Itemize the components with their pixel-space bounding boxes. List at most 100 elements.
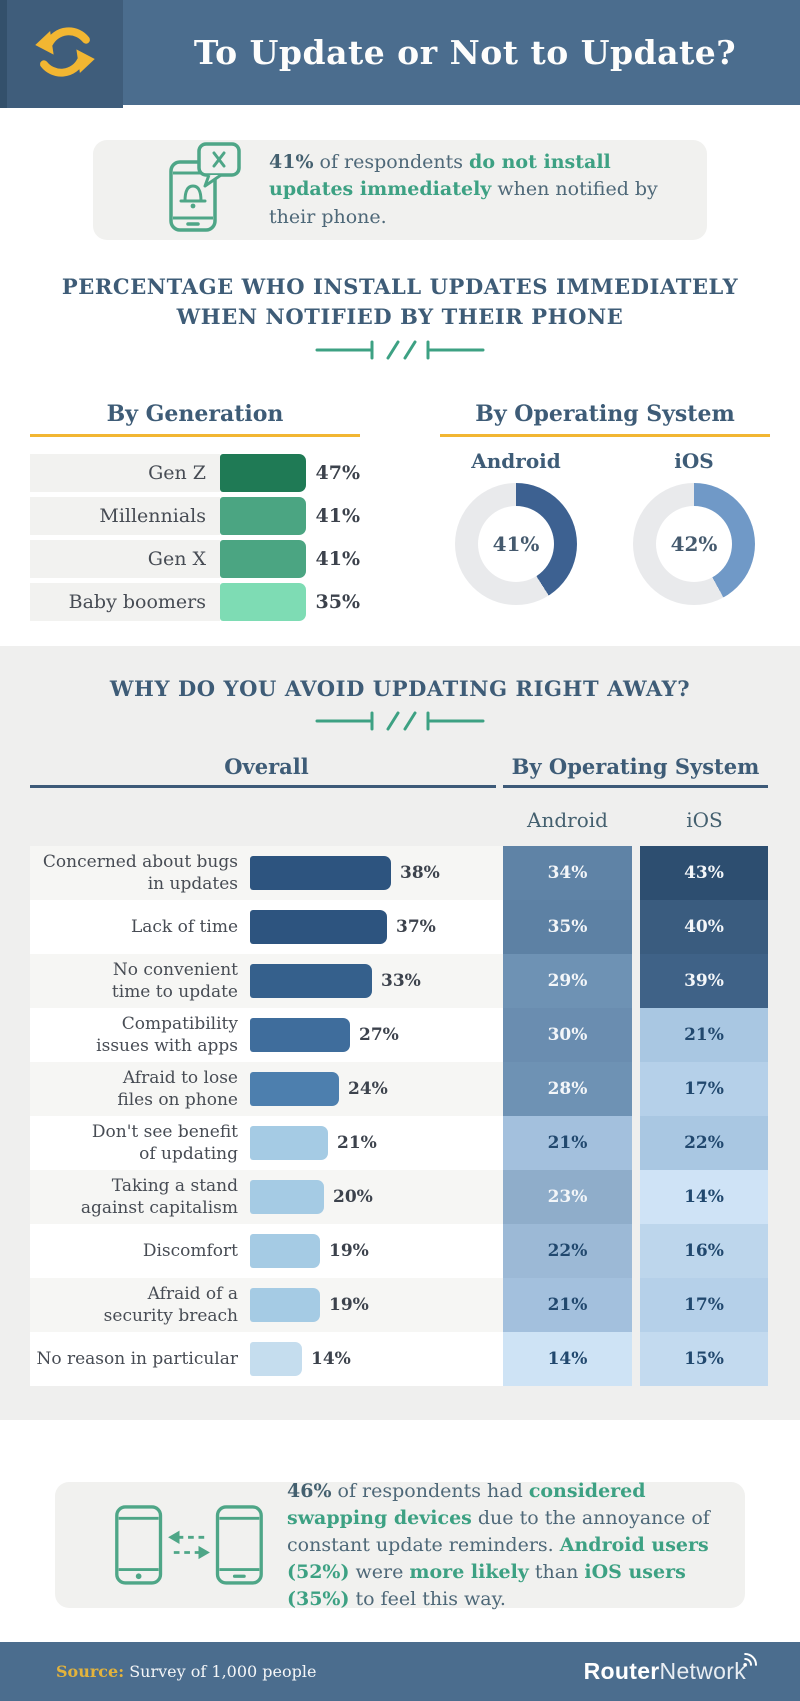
- reasons-table: Concerned about bugs in updates 38% 34% …: [30, 846, 770, 1387]
- android-cell: 29%: [503, 954, 632, 1009]
- generation-label: Millennials: [30, 496, 220, 535]
- overall-value: 19%: [329, 1295, 369, 1316]
- green-divider-icon: [315, 711, 485, 731]
- table-row: No convenient time to update 33% 29% 39%: [30, 954, 770, 1009]
- generation-value: 47%: [315, 461, 361, 484]
- header-edge-strip: [0, 0, 7, 108]
- android-cell: 35%: [503, 900, 632, 955]
- overall-bar: [250, 1234, 320, 1269]
- reason-label: Discomfort: [142, 1241, 238, 1262]
- table-row: Lack of time 37% 35% 40%: [30, 900, 770, 955]
- generation-row: Gen Z 47%: [30, 453, 361, 492]
- reason-label: Compatibility issues with apps: [96, 1014, 238, 1057]
- overall-value: 24%: [348, 1079, 388, 1100]
- logo-light-text: Network: [659, 1658, 746, 1685]
- overall-bar: [250, 1072, 339, 1107]
- reason-label: No reason in particular: [36, 1349, 238, 1370]
- wifi-signal-icon: [743, 1653, 757, 1667]
- generation-label: Gen Z: [30, 453, 220, 492]
- android-cell: 21%: [503, 1116, 632, 1171]
- android-cell: 21%: [503, 1278, 632, 1333]
- donut-hole: 41%: [478, 505, 554, 582]
- stat-callout-top-text: 41% of respondents do not install update…: [269, 150, 658, 228]
- ios-cell: 17%: [640, 1062, 768, 1117]
- generation-value: 35%: [315, 590, 361, 613]
- android-cell: 34%: [503, 846, 632, 901]
- generation-row: Baby boomers 35%: [30, 582, 361, 621]
- yellow-rule: [440, 433, 770, 437]
- reason-label: Don't see benefit of updating: [91, 1122, 238, 1165]
- section-title: PERCENTAGE WHO INSTALL UPDATES IMMEDIATE…: [61, 274, 739, 330]
- source-text: Survey of 1,000 people: [124, 1662, 317, 1682]
- by-generation-heading: By Generation: [106, 400, 284, 427]
- page-title: To Update or Not to Update?: [193, 33, 737, 72]
- overall-value: 37%: [396, 917, 436, 938]
- overall-bar: [250, 856, 391, 891]
- android-cell: 22%: [503, 1224, 632, 1279]
- table-row: Discomfort 19% 22% 16%: [30, 1224, 770, 1279]
- stat-callout-bottom: 46% of respondents had considered swappi…: [55, 1480, 745, 1610]
- green-divider-icon: [315, 340, 485, 360]
- ios-donut-block: iOS 42%: [624, 437, 764, 605]
- table-row: Afraid of a security breach 19% 21% 17%: [30, 1278, 770, 1333]
- generation-bar: [220, 582, 306, 621]
- android-column-heading: Android: [527, 808, 608, 833]
- table-row: Taking a stand against capitalism 20% 23…: [30, 1170, 770, 1225]
- by-os-chart: By Operating System Android 41% iOS: [440, 401, 770, 626]
- ios-cell: 21%: [640, 1008, 768, 1063]
- ios-cell: 15%: [640, 1332, 768, 1387]
- generation-bars: Gen Z 47% Millennials 41% Gen X 41%: [30, 453, 361, 621]
- android-donut-block: Android 41%: [446, 437, 586, 605]
- android-cell: 14%: [503, 1332, 632, 1387]
- header-icon-tile: [7, 0, 123, 108]
- ios-label: iOS: [674, 448, 714, 473]
- ios-cell: 16%: [640, 1224, 768, 1279]
- source-note: Source: Survey of 1,000 people: [56, 1662, 316, 1681]
- reason-label: Afraid to lose files on phone: [117, 1068, 238, 1111]
- android-cell: 28%: [503, 1062, 632, 1117]
- refresh-sync-icon: [30, 17, 100, 91]
- overall-bar: [250, 1342, 302, 1377]
- dark-rule: [30, 785, 496, 789]
- generation-value: 41%: [315, 504, 361, 527]
- overall-value: 21%: [337, 1133, 377, 1154]
- overall-value: 20%: [333, 1187, 373, 1208]
- overall-value: 19%: [329, 1241, 369, 1262]
- section-install-immediately: PERCENTAGE WHO INSTALL UPDATES IMMEDIATE…: [0, 272, 800, 626]
- generation-bar: [220, 496, 306, 535]
- stat-callout-bottom-text: 46% of respondents had considered swappi…: [287, 1479, 710, 1610]
- overall-bar: [250, 1180, 324, 1215]
- ios-donut-chart: 42%: [633, 482, 755, 605]
- generation-value: 41%: [315, 547, 361, 570]
- stat-callout-top: 41% of respondents do not install update…: [93, 140, 707, 240]
- ios-column-heading: iOS: [686, 808, 723, 833]
- by-generation-chart: By Generation Gen Z 47% Millennials 41% …: [30, 401, 360, 626]
- overall-bar: [250, 1126, 328, 1161]
- ios-cell: 22%: [640, 1116, 768, 1171]
- generation-bar: [220, 539, 306, 578]
- generation-row: Millennials 41%: [30, 496, 361, 535]
- generation-bar: [220, 453, 306, 492]
- ios-cell: 43%: [640, 846, 768, 901]
- generation-label: Baby boomers: [30, 582, 220, 621]
- router-network-logo: RouterNetwork: [584, 1653, 757, 1685]
- ios-donut-value: 42%: [670, 531, 718, 556]
- reason-label: Concerned about bugs in updates: [42, 852, 238, 895]
- phone-swap-icon: [113, 1497, 265, 1593]
- generation-row: Gen X 41%: [30, 539, 361, 578]
- overall-value: 33%: [381, 971, 421, 992]
- overall-value: 14%: [311, 1349, 351, 1370]
- yellow-rule: [30, 433, 360, 437]
- generation-label: Gen X: [30, 539, 220, 578]
- table-row: Don't see benefit of updating 21% 21% 22…: [30, 1116, 770, 1171]
- android-cell: 30%: [503, 1008, 632, 1063]
- ios-cell: 17%: [640, 1278, 768, 1333]
- android-donut-value: 41%: [492, 531, 540, 556]
- overall-value: 27%: [359, 1025, 399, 1046]
- overall-bar: [250, 1288, 320, 1323]
- ios-cell: 40%: [640, 900, 768, 955]
- section-title: WHY DO YOU AVOID UPDATING RIGHT AWAY?: [109, 675, 691, 701]
- overall-bar: [250, 1018, 350, 1053]
- android-label: Android: [471, 448, 561, 473]
